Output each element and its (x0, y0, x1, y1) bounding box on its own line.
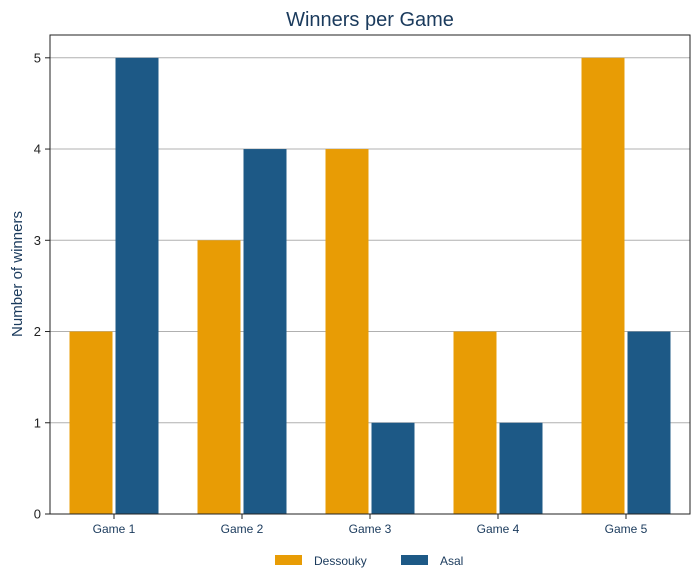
y-tick-label: 1 (34, 415, 41, 430)
y-tick-label: 4 (34, 142, 41, 157)
bar-asal-5 (627, 331, 671, 514)
y-axis-label: Number of winners (9, 211, 26, 337)
bars (69, 57, 671, 515)
y-tick-label: 3 (34, 233, 41, 248)
y-tick-label: 0 (34, 507, 41, 522)
bar-dessouky-1 (69, 331, 113, 514)
legend-swatch-asal (401, 555, 428, 565)
y-tick-label: 5 (34, 50, 41, 65)
x-axis-ticks: Game 1 Game 2 Game 3 Game 4 Game 5 (93, 514, 648, 536)
legend: Dessouky Asal (275, 554, 463, 568)
legend-swatch-dessouky (275, 555, 302, 565)
y-tick-label: 2 (34, 324, 41, 339)
bar-asal-4 (499, 422, 543, 514)
legend-label-asal: Asal (440, 554, 463, 568)
plot-frame (49, 34, 691, 515)
bar-asal-1 (115, 57, 159, 515)
x-tick-label: Game 2 (221, 522, 264, 536)
y-axis-ticks: 0 1 2 3 4 5 (34, 50, 50, 522)
bar-dessouky-4 (453, 331, 497, 514)
x-tick-label: Game 3 (349, 522, 392, 536)
bar-dessouky-3 (325, 149, 369, 515)
x-tick-label: Game 4 (477, 522, 520, 536)
x-tick-label: Game 1 (93, 522, 136, 536)
chart-title: Winners per Game (286, 9, 454, 31)
legend-label-dessouky: Dessouky (314, 554, 367, 568)
bar-dessouky-5 (581, 57, 625, 515)
bar-asal-2 (243, 149, 287, 515)
bar-dessouky-2 (197, 240, 241, 515)
x-tick-label: Game 5 (605, 522, 648, 536)
bar-asal-3 (371, 422, 415, 514)
